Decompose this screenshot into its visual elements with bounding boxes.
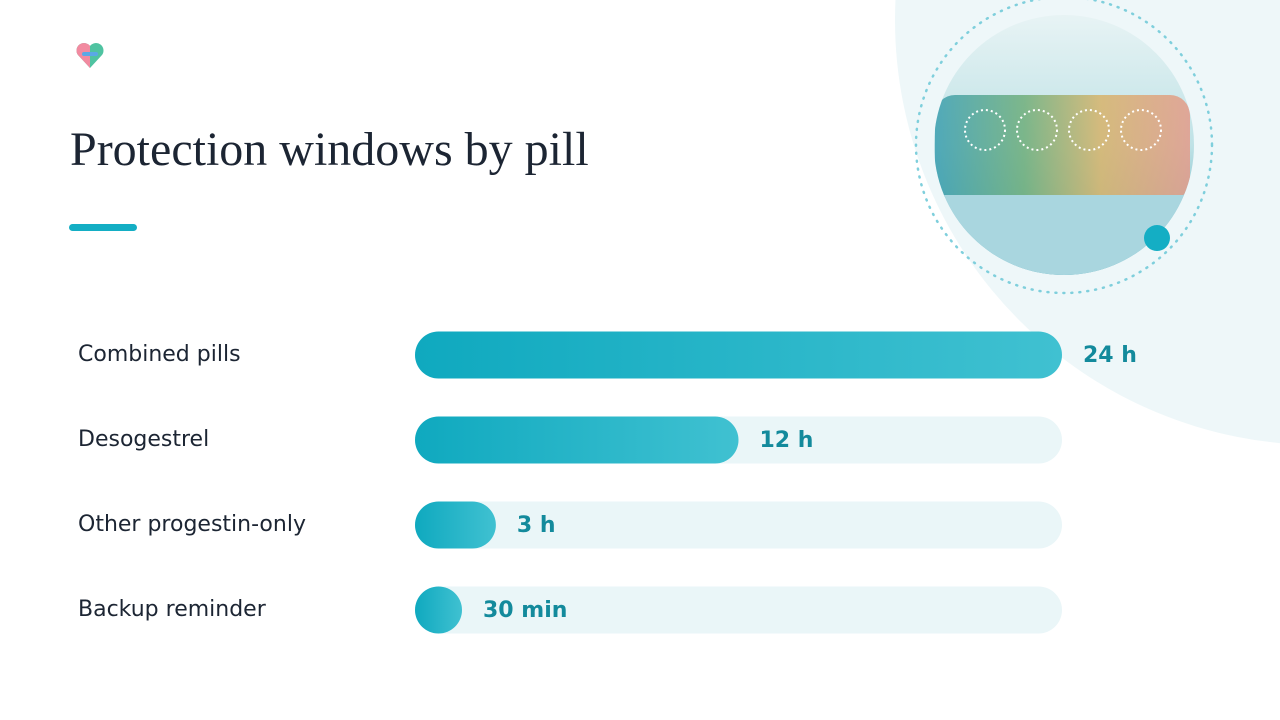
value-label: 12 h (760, 428, 814, 453)
category-label: Other progestin-only (78, 512, 306, 537)
bar-track (415, 586, 1062, 634)
bar (415, 501, 496, 549)
category-label: Desogestrel (78, 427, 209, 452)
category-label: Combined pills (78, 342, 241, 367)
title-underline (69, 224, 137, 231)
dotted-ring (914, 0, 1214, 295)
bar (415, 331, 1062, 379)
logo (76, 43, 104, 68)
value-label: 30 min (483, 598, 567, 623)
value-label: 24 h (1083, 343, 1137, 368)
bar (415, 586, 462, 634)
accent-dot (1144, 225, 1170, 251)
bar (415, 416, 739, 464)
chart-title: Protection windows by pill (70, 123, 589, 176)
value-label: 3 h (517, 513, 556, 538)
bar-track (415, 501, 1062, 549)
category-label: Backup reminder (78, 597, 267, 622)
